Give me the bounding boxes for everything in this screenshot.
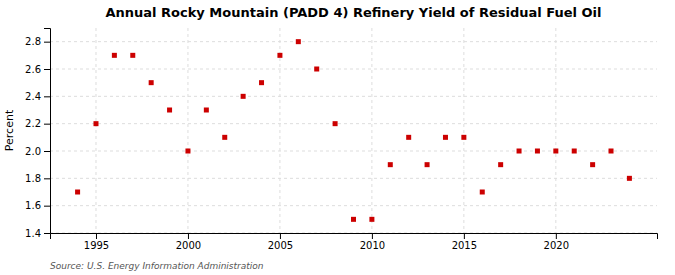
- y-axis: 1.4 1.6 1.8 2.0 2.2 2.4 2.6 2.8: [25, 29, 50, 239]
- tick: 2005: [268, 233, 293, 251]
- tick: 2.0: [25, 146, 50, 157]
- tick-mark: [280, 233, 281, 239]
- point: [185, 149, 190, 154]
- tick: 1995: [84, 233, 109, 251]
- tick-mark: [44, 42, 50, 43]
- tick-mark: [188, 233, 189, 239]
- grid-line-y: [50, 205, 657, 206]
- tick-label: 2.0: [25, 146, 41, 157]
- tick: 2015: [452, 233, 477, 251]
- tick-label: 1.8: [25, 173, 41, 184]
- point: [498, 162, 503, 167]
- point: [351, 217, 356, 222]
- title: Annual Rocky Mountain (PADD 4) Refinery …: [105, 5, 601, 20]
- point: [75, 190, 80, 195]
- point: [609, 149, 614, 154]
- tick-mark: [44, 178, 50, 179]
- grid-line-x: [371, 28, 372, 233]
- tick-label: 2.8: [25, 36, 41, 47]
- point: [333, 121, 338, 126]
- grid-line-x: [187, 28, 188, 233]
- point: [535, 149, 540, 154]
- point: [553, 149, 558, 154]
- grid-line-y: [50, 69, 657, 70]
- tick-mark: [44, 69, 50, 70]
- tick: 2.4: [25, 91, 50, 102]
- point: [222, 135, 227, 140]
- point: [388, 162, 393, 167]
- point: [590, 162, 595, 167]
- grid-line-x: [95, 28, 96, 233]
- grid-line-y: [50, 123, 657, 124]
- grid: [50, 28, 657, 233]
- chart: 1995 2000 2005 2010 2015 2020 1.4 1.6 1.8 2.0 2.2 2…: [0, 0, 675, 275]
- point: [277, 53, 282, 58]
- point: [425, 162, 430, 167]
- tick-label: 2005: [268, 240, 293, 251]
- tick: 2.2: [25, 118, 50, 129]
- tick: 2000: [176, 233, 201, 251]
- point: [93, 121, 98, 126]
- tick: 2010: [360, 233, 385, 251]
- tick-mark: [44, 151, 50, 152]
- tick: 2.8: [25, 36, 50, 47]
- source-note: Source: U.S. Energy Information Administ…: [50, 261, 264, 271]
- point: [627, 176, 632, 181]
- tick-mark: [556, 233, 557, 239]
- grid-line-y: [50, 96, 657, 97]
- tick-mark: [464, 233, 465, 239]
- tick-label: 2020: [544, 240, 569, 251]
- point: [461, 135, 466, 140]
- point: [204, 108, 209, 113]
- y-axis-title: Percent: [3, 109, 16, 151]
- grid-line-y: [50, 151, 657, 152]
- tick-mark: [44, 206, 50, 207]
- point: [130, 53, 135, 58]
- tick: 2.6: [25, 64, 50, 75]
- tick: 1.4: [25, 228, 50, 239]
- point: [480, 190, 485, 195]
- point: [296, 39, 301, 44]
- tick-label: 2010: [360, 240, 385, 251]
- tick-label: 2.6: [25, 64, 41, 75]
- tick-label: 2.4: [25, 91, 41, 102]
- tick-label: 2.2: [25, 118, 41, 129]
- marks: [75, 39, 632, 222]
- point: [369, 217, 374, 222]
- grid-line-y: [50, 41, 657, 42]
- tick: 1.8: [25, 173, 50, 184]
- point: [517, 149, 522, 154]
- grid-line-y: [50, 178, 657, 179]
- point: [149, 80, 154, 85]
- grid-line-x: [463, 28, 464, 233]
- tick-mark: [372, 233, 373, 239]
- tick-mark: [96, 233, 97, 239]
- tick-label: 2015: [452, 240, 477, 251]
- point: [443, 135, 448, 140]
- point: [241, 94, 246, 99]
- point: [167, 108, 172, 113]
- point: [112, 53, 117, 58]
- grid-line-x: [279, 28, 280, 233]
- axis-line: [44, 29, 51, 234]
- tick-mark: [44, 96, 50, 97]
- point: [259, 80, 264, 85]
- point: [314, 67, 319, 72]
- axis-line: [51, 234, 658, 240]
- point: [406, 135, 411, 140]
- point: [572, 149, 577, 154]
- tick-label: 1.4: [25, 228, 41, 239]
- tick-label: 2000: [176, 240, 201, 251]
- grid-line-x: [555, 28, 556, 233]
- tick-mark: [44, 124, 50, 125]
- tick-label: 1995: [84, 240, 109, 251]
- x-axis: 1995 2000 2005 2010 2015 2020: [51, 233, 658, 251]
- tick-label: 1.6: [25, 200, 41, 211]
- tick-mark: [44, 233, 50, 234]
- tick: 2020: [544, 233, 569, 251]
- plot-area: 1995 2000 2005 2010 2015 2020 1.4 1.6 1.8 2.0 2.2 2…: [25, 28, 657, 251]
- tick: 1.6: [25, 200, 50, 211]
